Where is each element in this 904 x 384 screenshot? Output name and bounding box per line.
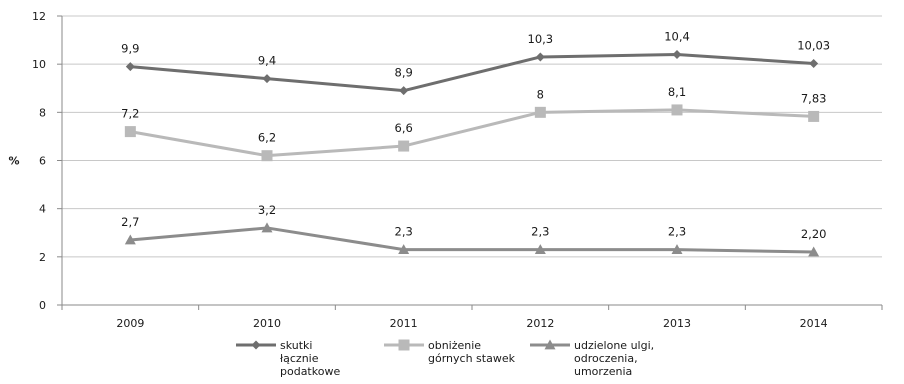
series-1-point-1 [261, 150, 273, 162]
legend-label-1-line-1: górnych stawek [428, 352, 516, 365]
y-tick-label-8: 8 [39, 106, 46, 119]
series-2-point-3 [534, 244, 546, 255]
series-2-data-label-5: 2,20 [801, 227, 827, 241]
series-0-point-4 [672, 50, 682, 60]
y-tick-label-12: 12 [32, 10, 46, 23]
series-2-point-2 [398, 244, 410, 255]
x-tick-label-2013: 2013 [663, 317, 691, 330]
y-tick-label-0: 0 [39, 299, 46, 312]
data-labels: 9,9 9,4 8,9 10,3 10,4 10,03 7,2 6,2 6,6 8 8,1 7,83 2… [121, 30, 830, 241]
series-0-data-label-4: 10,4 [664, 30, 690, 44]
series-0-point-0 [125, 62, 135, 72]
series-0-point-2 [399, 86, 409, 96]
series-group [124, 50, 820, 257]
series-1-data-label-3: 8 [537, 87, 544, 101]
series-0-point-3 [535, 52, 545, 62]
axes: 0 2 4 6 8 10 12% 2009 2010 2011 2012 2013 2014 [8, 10, 883, 330]
legend-swatch-marker-2 [544, 339, 556, 350]
series-1-point-0 [124, 126, 136, 138]
series-1-data-label-5: 7,83 [801, 91, 827, 105]
gridlines [62, 15, 882, 258]
series-0-data-label-1: 9,4 [258, 54, 276, 68]
legend-label-2-line-2: umorzenia [574, 365, 632, 378]
series-2-point-1 [261, 222, 273, 233]
series-0-data-label-5: 10,03 [797, 38, 830, 52]
series-1-point-2 [398, 140, 410, 152]
x-tick-label-2011: 2011 [390, 317, 418, 330]
legend-label-2-line-0: udzielone ulgi, [574, 339, 654, 352]
series-1-point-5 [808, 110, 820, 122]
series-line-1 [130, 108, 814, 158]
y-tick-label-6: 6 [39, 155, 46, 168]
x-tick-label-2012: 2012 [526, 317, 554, 330]
series-0-point-5 [809, 58, 819, 68]
series-2-data-label-0: 2,7 [121, 215, 139, 229]
y-tick-label-4: 4 [39, 203, 46, 216]
series-2-point-5 [808, 246, 820, 257]
series-2-point-0 [124, 234, 136, 245]
x-tick-label-2009: 2009 [116, 317, 144, 330]
y-tick-label-2: 2 [39, 251, 46, 264]
y-tick-label-10: 10 [32, 58, 46, 71]
legend-swatch-marker-1 [398, 339, 410, 351]
series-1-data-label-0: 7,2 [121, 107, 139, 121]
series-2-point-4 [671, 244, 683, 255]
legend-label-0-line-2: podatkowe [280, 365, 340, 378]
y-axis-unit-label: % [8, 155, 19, 168]
series-line-0 [130, 53, 814, 93]
series-line-2 [130, 226, 814, 254]
legend-label-1-line-0: obniżenie [428, 339, 481, 352]
legend-label-0-line-0: skutki [280, 339, 312, 352]
series-0-data-label-0: 9,9 [121, 42, 139, 56]
series-0-data-label-2: 8,9 [395, 66, 413, 80]
series-1-data-label-2: 6,6 [395, 121, 413, 135]
series-0-data-label-3: 10,3 [528, 32, 554, 46]
series-1-point-3 [534, 106, 546, 118]
legend-label-0-line-1: łącznie [280, 352, 319, 365]
series-1-point-4 [671, 104, 683, 116]
legend-swatch-marker-0 [251, 340, 261, 350]
series-2-data-label-4: 2,3 [668, 225, 686, 239]
series-0-point-1 [262, 74, 272, 84]
series-2-data-label-1: 3,2 [258, 203, 276, 217]
series-2-data-label-2: 2,3 [395, 225, 413, 239]
series-2-data-label-3: 2,3 [531, 225, 549, 239]
x-tick-label-2010: 2010 [253, 317, 281, 330]
series-1-data-label-4: 8,1 [668, 85, 686, 99]
series-1-data-label-1: 6,2 [258, 131, 276, 145]
x-tick-label-2014: 2014 [800, 317, 828, 330]
legend-label-2-line-1: odroczenia, [574, 352, 638, 365]
